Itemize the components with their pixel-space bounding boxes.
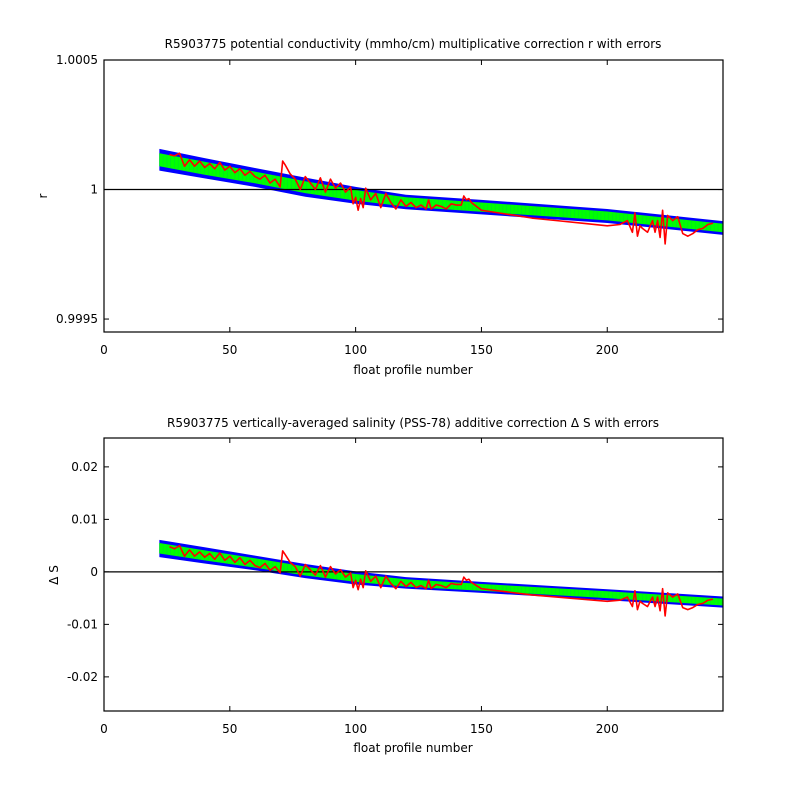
- panel-title: R5903775 vertically-averaged salinity (P…: [167, 416, 659, 430]
- y-tick-label: -0.02: [67, 670, 98, 684]
- plot-area: 0 50 100 150 200 -0.02 -0.01 0 0.01 0.02: [67, 437, 724, 736]
- measured-correction-line: [169, 544, 714, 617]
- x-tick-label: 100: [344, 343, 367, 357]
- x-axis-label: float profile number: [353, 741, 472, 755]
- axes-frame: [103, 59, 724, 333]
- y-axis-label: Δ S: [47, 565, 61, 585]
- measured-correction-line: [169, 152, 714, 245]
- salinity-correction-panel: R5903775 vertically-averaged salinity (P…: [47, 416, 724, 755]
- x-tick-label: 150: [470, 343, 493, 357]
- y-tick-label: 0: [90, 565, 98, 579]
- plot-data-layer: [104, 539, 723, 617]
- x-tick-label: 200: [596, 722, 619, 736]
- axes-frame: [103, 437, 724, 712]
- x-tick-label: 50: [222, 722, 237, 736]
- y-tick-label: -0.01: [67, 617, 98, 631]
- plot-area: 0 50 100 150 200 0.9995 1 1.0005: [56, 53, 724, 357]
- y-axis-label: r: [36, 193, 50, 198]
- conductivity-correction-panel: R5903775 potential conductivity (mmho/cm…: [36, 37, 724, 377]
- y-tick-label: 0.02: [71, 460, 98, 474]
- y-tick-label: 1.0005: [56, 53, 98, 67]
- x-axis-label: float profile number: [353, 363, 472, 377]
- x-tick-label: 50: [222, 343, 237, 357]
- y-tick-label: 0.01: [71, 512, 98, 526]
- x-tick-label: 0: [100, 343, 108, 357]
- x-tick-label: 100: [344, 722, 367, 736]
- y-tick-label: 1: [90, 183, 98, 197]
- plot-data-layer: [104, 148, 723, 245]
- panel-title: R5903775 potential conductivity (mmho/cm…: [165, 37, 662, 51]
- x-tick-label: 200: [596, 343, 619, 357]
- x-tick-label: 0: [100, 722, 108, 736]
- x-tick-label: 150: [470, 722, 493, 736]
- y-tick-label: 0.9995: [56, 312, 98, 326]
